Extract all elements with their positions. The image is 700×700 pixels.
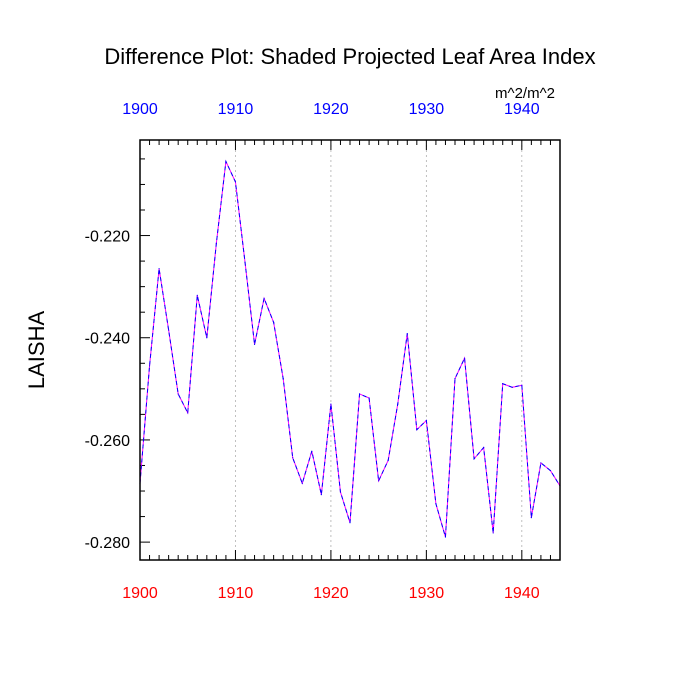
x-tick-label-bottom: 1930 <box>409 585 445 602</box>
series-layer <box>139 159 561 538</box>
y-tick-label: -0.260 <box>85 433 130 450</box>
data-point <box>387 459 389 461</box>
x-tick-label-bottom: 1900 <box>122 585 158 602</box>
data-point <box>463 357 466 359</box>
y-tick-label: -0.240 <box>85 331 130 348</box>
chart-title: Difference Plot: Shaded Projected Leaf A… <box>104 44 595 69</box>
x-tick-label-top: 1930 <box>409 101 445 118</box>
data-point <box>368 397 370 399</box>
data-point <box>215 242 217 244</box>
data-point <box>187 412 189 414</box>
x-tick-label-top: 1910 <box>218 101 254 118</box>
data-point <box>206 337 208 339</box>
data-point <box>320 493 322 496</box>
grid-lines <box>139 140 523 560</box>
data-point <box>406 333 408 335</box>
data-point <box>301 482 303 484</box>
y-tick-label: -0.280 <box>85 535 130 552</box>
data-point <box>425 419 427 422</box>
data-point <box>549 469 552 472</box>
data-point <box>273 321 275 324</box>
data-point <box>177 393 179 395</box>
x-tick-label-bottom: 1910 <box>218 585 254 602</box>
data-point <box>473 458 475 460</box>
x-tick-label-bottom: 1940 <box>504 585 540 602</box>
data-point <box>483 446 485 449</box>
data-point <box>435 503 437 505</box>
data-point <box>311 450 313 452</box>
data-point <box>158 268 160 270</box>
data-point <box>530 516 532 519</box>
data-point <box>444 536 447 538</box>
x-tick-label-bottom: 1920 <box>313 585 349 602</box>
data-point <box>349 522 351 524</box>
data-point <box>253 343 256 345</box>
data-point <box>492 532 494 534</box>
data-point <box>511 386 513 388</box>
data-point <box>454 378 456 380</box>
y-axis-label: LAISHA <box>24 311 49 390</box>
data-point <box>234 181 237 183</box>
data-point <box>339 491 342 493</box>
data-point <box>292 457 294 459</box>
data-point <box>168 329 170 331</box>
data-point <box>148 365 151 367</box>
data-point <box>244 261 246 263</box>
axis-ticks <box>139 140 561 560</box>
x-tick-label-top: 1920 <box>313 101 349 118</box>
y-tick-label: -0.220 <box>85 229 130 246</box>
data-point <box>378 480 380 482</box>
data-point <box>196 294 198 296</box>
data-point <box>540 462 542 464</box>
data-point <box>263 297 265 299</box>
data-point <box>225 160 227 163</box>
tick-labels: -0.220 -0.240 -0.260 -0.280 1900 1900 1910 1910… <box>85 101 540 602</box>
data-point <box>358 393 361 395</box>
x-tick-label-top: 1900 <box>122 101 158 118</box>
data-point <box>282 378 284 380</box>
data-point <box>416 429 418 431</box>
series-line-dashed <box>139 159 561 538</box>
data-point <box>521 384 523 386</box>
x-tick-label-top: 1940 <box>504 101 540 118</box>
data-point <box>397 403 399 405</box>
plot-frame <box>139 139 561 561</box>
units-label: m^2/m^2 <box>495 85 555 102</box>
data-point <box>330 403 332 405</box>
data-point <box>502 383 504 385</box>
